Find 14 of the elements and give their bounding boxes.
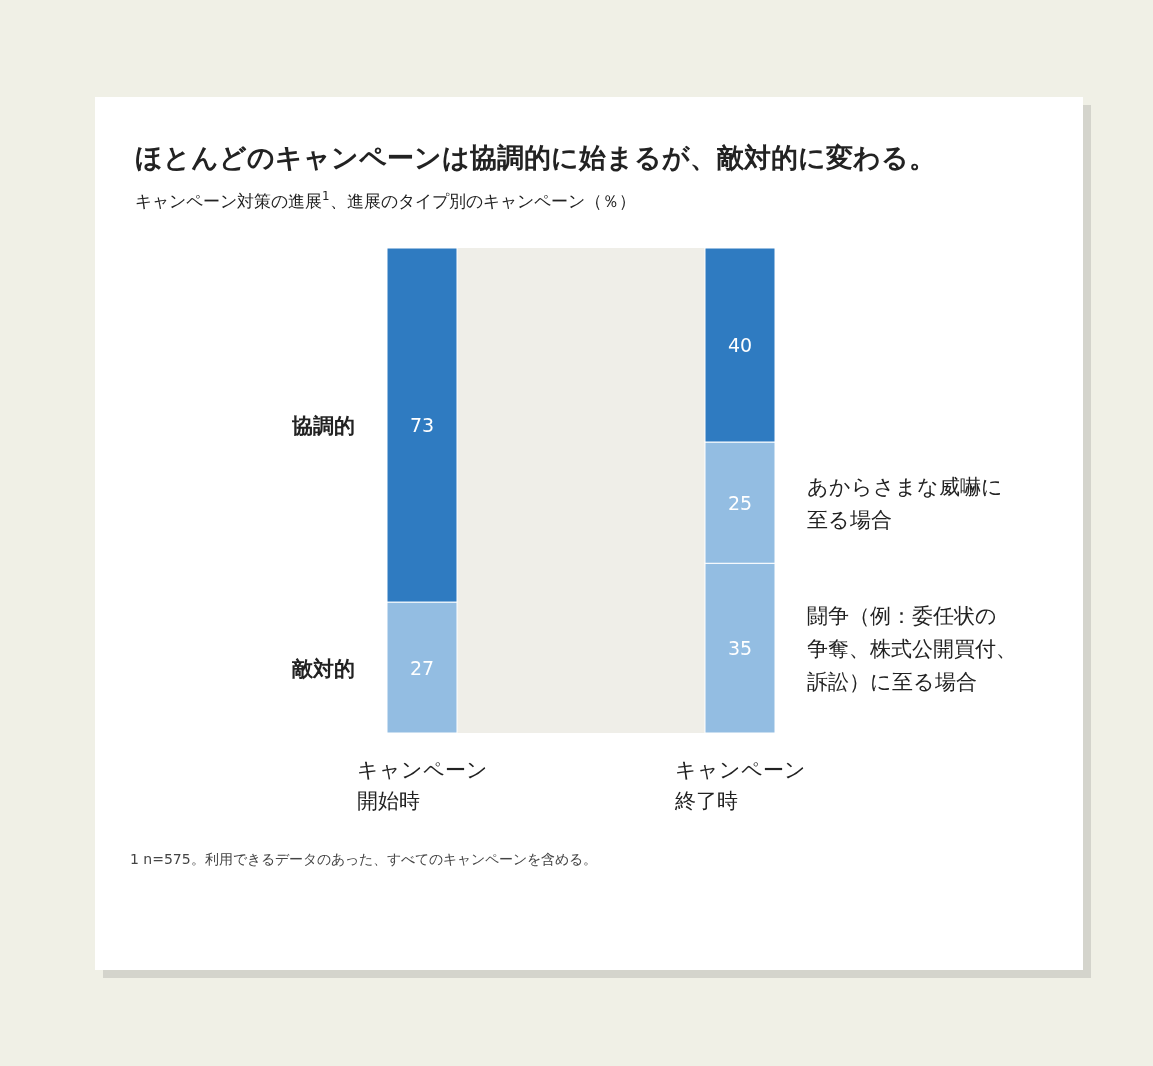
data-label: 27	[409, 656, 435, 679]
series-label: 敵対的	[291, 656, 355, 681]
x-tick-label: キャンペーン終了時	[674, 758, 806, 813]
data-label: 25	[727, 491, 753, 514]
series-label: あからさまな威嚇に至る場合	[807, 475, 1003, 533]
data-label: 35	[727, 637, 753, 660]
data-label: 40	[727, 334, 753, 356]
text: 1 n=575。利用できるデータのあった、すべてのキャンペーンを含める。	[130, 851, 597, 867]
x-tick-label: キャンペーン開始時	[357, 758, 488, 813]
chart-title: ほとんどのキャンペーンは協調的に始まるが、敵対的に変わる。	[135, 142, 936, 173]
chart-subtitle: キャンペーン対策の進展$^{1}$、進展のタイプ別のキャンペーン（％）	[135, 189, 636, 211]
data-label: 73	[409, 414, 435, 437]
series-label: 協調的	[291, 414, 355, 439]
series-label: 闘争（例：委任状の争奪、株式公開買付、訴訟）に至る場合	[807, 604, 1017, 695]
